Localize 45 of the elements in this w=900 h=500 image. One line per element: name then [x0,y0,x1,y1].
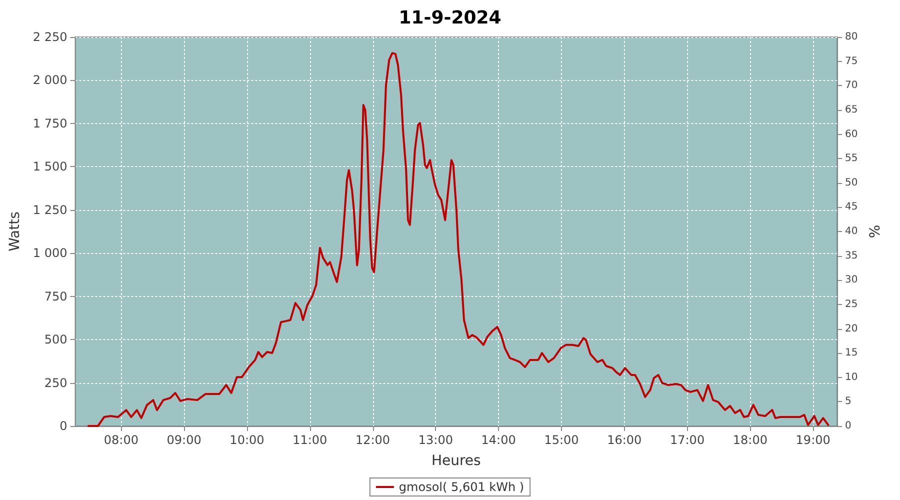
line-series [87,52,830,427]
x-tick-label: 16:00 [607,433,642,447]
y-tick-label: 250 [44,376,68,390]
y-tick-label: 1 500 [32,160,68,174]
y2-tick-label: 45 [845,202,858,213]
y2-tick-label: 60 [845,128,858,140]
y2-tick-label: 75 [845,56,858,67]
x-tick-label: 09:00 [166,433,202,447]
legend-label: gmosol( 5,601 kWh ) [398,480,524,494]
y-axis-title: Watts [7,212,23,252]
y-tick-label: 2 250 [32,30,68,44]
x-tick-label: 10:00 [230,433,264,447]
y-tick-label: 1 750 [32,116,68,130]
x-tick-label: 12:00 [355,433,390,447]
y-tick-label: 1 250 [32,202,68,217]
y2-axis-title: % [868,224,884,238]
y2-tick-label: 10 [845,372,858,383]
y2-tick-label: 65 [845,104,858,116]
y-tick-label: 1 000 [32,246,68,260]
y-tick-label: 500 [44,332,68,347]
y2-tick-label: 5 [845,396,852,408]
y2-tick-label: 50 [845,177,858,188]
y2-tick-label: 0 [845,420,852,432]
x-tick-label: 15:00 [544,433,579,447]
y2-tick-label: 40 [845,226,858,237]
x-tick-label: 13:00 [418,433,453,447]
y2-tick-label: 25 [845,298,858,310]
y2-tick-label: 70 [845,80,858,92]
y-tick-label: 0 [60,419,68,433]
y2-tick-label: 30 [845,274,858,286]
x-tick-label: 11:00 [292,433,328,447]
y2-tick-label: 35 [845,250,858,262]
x-tick-label: 17:00 [670,433,705,447]
y2-tick-label: 80 [845,32,858,42]
y-tick-label: 2 000 [32,73,68,88]
y-tick-label: 750 [44,289,68,304]
y2-tick-label: 55 [845,153,858,164]
x-tick-label: 08:00 [104,433,138,447]
x-tick-label: 18:00 [732,433,768,447]
y2-tick-label: 15 [845,348,858,359]
y2-tick-label: 20 [845,323,858,334]
x-axis-title: Heures [431,453,481,469]
x-tick-label: 19:00 [796,433,830,447]
chart-title: 11-9-2024 [398,8,502,28]
x-tick-label: 14:00 [481,433,516,447]
